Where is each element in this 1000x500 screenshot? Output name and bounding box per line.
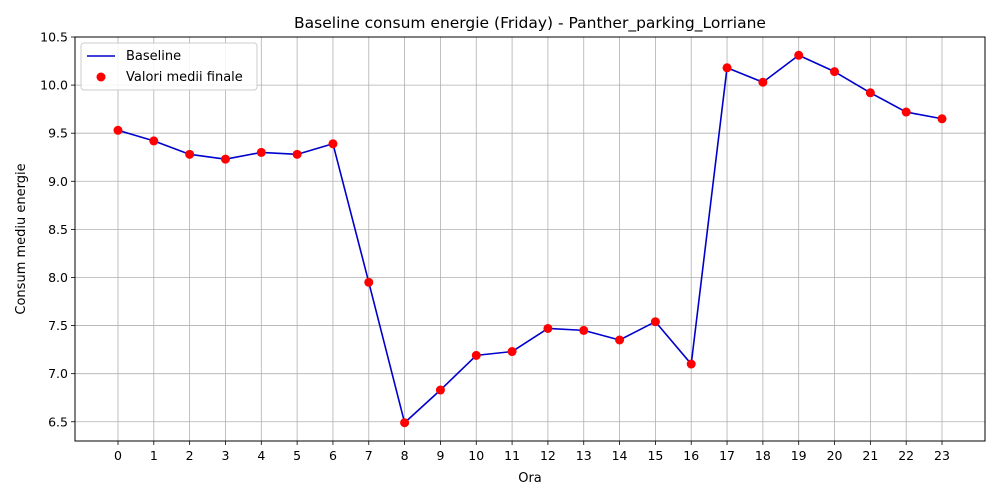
y-tick-label: 8.0 — [48, 270, 68, 285]
y-axis-ticks: 6.5 7.0 7.5 8.0 8.5 9.0 9.5 10.0 10.5 — [40, 30, 75, 429]
x-tick-label: 15 — [647, 448, 663, 463]
x-tick-label: 16 — [683, 448, 699, 463]
data-point — [364, 277, 374, 287]
x-tick-label: 7 — [365, 448, 373, 463]
x-tick-label: 19 — [791, 448, 807, 463]
x-tick-label: 1 — [150, 448, 158, 463]
data-point — [830, 67, 840, 77]
legend: Baseline Valori medii finale — [80, 42, 258, 91]
data-point — [543, 323, 553, 333]
y-tick-label: 7.0 — [48, 366, 68, 381]
x-tick-label: 22 — [898, 448, 914, 463]
data-point — [758, 77, 768, 87]
plot-area-frame — [74, 36, 986, 442]
x-tick-label: 0 — [114, 448, 122, 463]
x-axis-label: Ora — [518, 471, 542, 486]
data-point — [579, 325, 589, 335]
data-point — [937, 114, 947, 124]
y-tick-label: 7.5 — [48, 318, 68, 333]
data-point — [185, 149, 195, 159]
data-point — [400, 418, 410, 428]
data-point — [794, 50, 804, 60]
x-tick-label: 21 — [862, 448, 878, 463]
x-tick-label: 14 — [612, 448, 628, 463]
x-tick-label: 10 — [468, 448, 484, 463]
legend-marker-dot-icon — [96, 72, 106, 82]
grid — [75, 36, 985, 441]
data-point — [328, 139, 338, 149]
series-line-baseline — [117, 54, 943, 424]
y-tick-label: 9.0 — [48, 174, 68, 189]
legend-entry-baseline: Baseline — [126, 49, 181, 64]
data-point — [615, 335, 625, 345]
data-point — [507, 347, 517, 357]
y-tick-label: 10.5 — [40, 30, 68, 45]
x-tick-label: 23 — [934, 448, 950, 463]
data-point — [471, 350, 481, 360]
y-tick-label: 10.0 — [40, 78, 68, 93]
chart-title: Baseline consum energie (Friday) - Panth… — [294, 14, 766, 33]
data-point — [435, 385, 445, 395]
data-point — [650, 317, 660, 327]
series-layer — [113, 50, 947, 428]
x-tick-label: 3 — [221, 448, 229, 463]
x-tick-label: 11 — [504, 448, 520, 463]
x-tick-label: 20 — [827, 448, 843, 463]
data-point — [722, 63, 732, 73]
x-tick-label: 6 — [329, 448, 337, 463]
x-tick-label: 4 — [257, 448, 265, 463]
data-point — [220, 154, 230, 164]
x-tick-label: 9 — [436, 448, 444, 463]
x-tick-label: 5 — [293, 448, 301, 463]
legend-entry-valori-medii-finale: Valori medii finale — [126, 70, 243, 85]
x-tick-label: 13 — [576, 448, 592, 463]
x-tick-label: 18 — [755, 448, 771, 463]
data-point — [901, 107, 911, 117]
x-tick-label: 8 — [401, 448, 409, 463]
y-tick-label: 9.5 — [48, 126, 68, 141]
data-point — [292, 149, 302, 159]
data-point — [865, 88, 875, 98]
y-tick-label: 6.5 — [48, 414, 68, 429]
data-point — [149, 136, 159, 146]
y-tick-label: 8.5 — [48, 222, 68, 237]
x-tick-label: 17 — [719, 448, 735, 463]
data-point — [256, 147, 266, 157]
x-tick-label: 2 — [186, 448, 194, 463]
data-point — [686, 359, 696, 369]
legend-box — [80, 42, 258, 91]
y-axis-label: Consum mediu energie — [14, 163, 29, 314]
x-tick-label: 12 — [540, 448, 556, 463]
x-axis-ticks: 0 1 2 3 4 5 6 7 8 9 10 11 12 13 14 15 16 17 18 19 20 21 22 23 — [114, 441, 950, 463]
data-point — [113, 125, 123, 135]
